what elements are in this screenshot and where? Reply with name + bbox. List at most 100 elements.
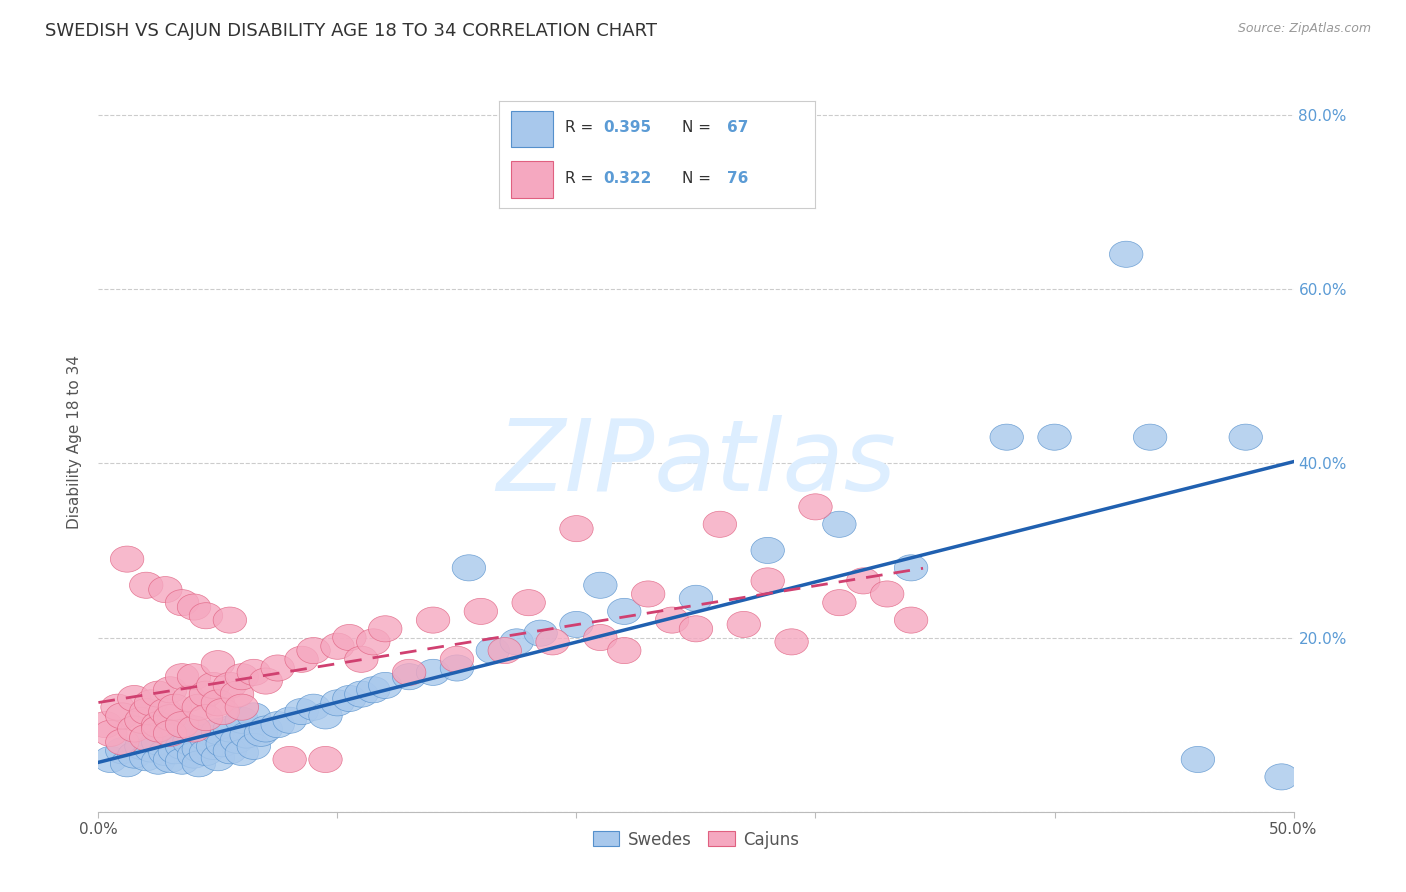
Ellipse shape [416,659,450,685]
Ellipse shape [118,742,150,768]
Ellipse shape [823,511,856,537]
Ellipse shape [149,576,183,603]
Ellipse shape [105,703,139,729]
Ellipse shape [990,424,1024,450]
Ellipse shape [607,599,641,624]
Ellipse shape [477,638,509,664]
Ellipse shape [357,629,389,655]
Ellipse shape [214,716,246,742]
Ellipse shape [94,720,127,747]
Ellipse shape [727,611,761,638]
Ellipse shape [225,664,259,690]
Ellipse shape [197,673,231,698]
Ellipse shape [297,638,330,664]
Ellipse shape [105,738,139,764]
Ellipse shape [344,646,378,673]
Ellipse shape [416,607,450,633]
Ellipse shape [166,590,198,615]
Ellipse shape [262,712,294,738]
Ellipse shape [285,646,318,673]
Ellipse shape [221,681,254,707]
Ellipse shape [846,568,880,594]
Ellipse shape [1109,241,1143,268]
Ellipse shape [273,747,307,772]
Ellipse shape [1133,424,1167,450]
Ellipse shape [524,620,557,646]
Ellipse shape [101,694,135,720]
Ellipse shape [321,633,354,659]
Ellipse shape [249,668,283,694]
Ellipse shape [225,707,259,733]
Ellipse shape [655,607,689,633]
Ellipse shape [129,724,163,751]
Ellipse shape [501,629,533,655]
Ellipse shape [249,716,283,742]
Ellipse shape [368,673,402,698]
Ellipse shape [225,739,259,765]
Ellipse shape [368,615,402,642]
Ellipse shape [245,720,278,747]
Ellipse shape [238,659,270,685]
Ellipse shape [1265,764,1298,790]
Ellipse shape [159,694,191,720]
Ellipse shape [177,716,211,742]
Text: SWEDISH VS CAJUN DISABILITY AGE 18 TO 34 CORRELATION CHART: SWEDISH VS CAJUN DISABILITY AGE 18 TO 34… [45,22,657,40]
Ellipse shape [118,685,150,712]
Ellipse shape [1229,424,1263,450]
Ellipse shape [214,738,246,764]
Ellipse shape [894,607,928,633]
Ellipse shape [512,590,546,615]
Ellipse shape [1038,424,1071,450]
Text: ZIPatlas: ZIPatlas [496,416,896,512]
Ellipse shape [135,690,167,716]
Ellipse shape [679,615,713,642]
Ellipse shape [823,590,856,615]
Ellipse shape [111,546,143,572]
Ellipse shape [142,681,174,707]
Ellipse shape [190,739,222,765]
Ellipse shape [560,611,593,638]
Ellipse shape [177,742,211,768]
Ellipse shape [751,537,785,564]
Ellipse shape [190,724,222,751]
Ellipse shape [94,747,127,772]
Ellipse shape [183,736,215,762]
Ellipse shape [125,733,159,759]
Ellipse shape [1181,747,1215,772]
Text: Source: ZipAtlas.com: Source: ZipAtlas.com [1237,22,1371,36]
Ellipse shape [111,751,143,777]
Ellipse shape [870,581,904,607]
Ellipse shape [440,655,474,681]
Ellipse shape [309,747,342,772]
Ellipse shape [129,745,163,771]
Ellipse shape [214,673,246,698]
Ellipse shape [273,707,307,733]
Ellipse shape [197,733,231,759]
Ellipse shape [238,703,270,729]
Ellipse shape [297,694,330,720]
Ellipse shape [190,603,222,629]
Ellipse shape [166,748,198,774]
Ellipse shape [285,698,318,724]
Ellipse shape [173,729,207,756]
Ellipse shape [142,748,174,774]
Ellipse shape [142,712,174,738]
Ellipse shape [129,572,163,599]
Ellipse shape [703,511,737,537]
Ellipse shape [153,720,187,747]
Ellipse shape [679,585,713,611]
Ellipse shape [799,494,832,520]
Ellipse shape [238,733,270,759]
Ellipse shape [333,685,366,712]
Ellipse shape [536,629,569,655]
Ellipse shape [894,555,928,581]
Ellipse shape [231,722,263,748]
Ellipse shape [607,638,641,664]
Ellipse shape [392,659,426,685]
Ellipse shape [153,705,187,731]
Ellipse shape [190,681,222,707]
Ellipse shape [453,555,485,581]
Ellipse shape [153,720,187,747]
Ellipse shape [125,707,159,733]
Ellipse shape [173,685,207,712]
